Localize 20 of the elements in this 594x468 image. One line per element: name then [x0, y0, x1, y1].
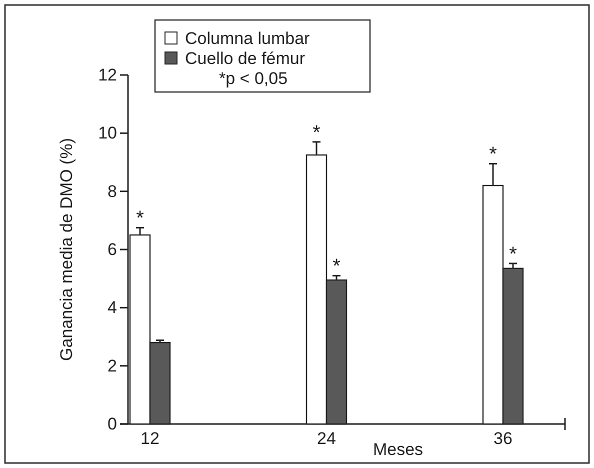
y-tick-label: 2 — [108, 356, 117, 376]
y-tick-label: 0 — [108, 414, 117, 434]
legend-label: Columna lumbar — [185, 29, 310, 48]
y-tick-label: 8 — [108, 182, 117, 201]
data-label: * — [136, 208, 144, 230]
data-label: * — [312, 122, 321, 144]
y-tick-label: 12 — [98, 65, 117, 84]
y-tick-label: 10 — [98, 124, 117, 143]
x-tick-label: 12 — [140, 429, 160, 448]
data-label: * — [332, 256, 341, 278]
y-tick-label: 6 — [108, 240, 117, 259]
data-label: * — [509, 243, 518, 266]
x-tick-label: 36 — [494, 429, 512, 448]
data-label: * — [489, 144, 498, 166]
x-tick-label: 24 — [317, 429, 336, 448]
y-axis-title: Ganancia media de DMO (%) — [57, 138, 76, 361]
annotation: *p < 0,05 — [219, 69, 288, 88]
x-axis-title: Meses — [372, 440, 424, 459]
legend-label: Cuello de fémur — [185, 49, 306, 68]
y-tick-label: 4 — [108, 298, 117, 318]
